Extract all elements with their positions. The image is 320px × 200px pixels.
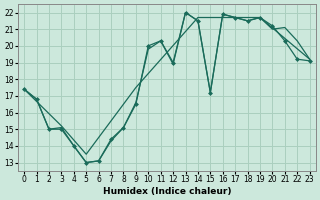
X-axis label: Humidex (Indice chaleur): Humidex (Indice chaleur) (103, 187, 231, 196)
